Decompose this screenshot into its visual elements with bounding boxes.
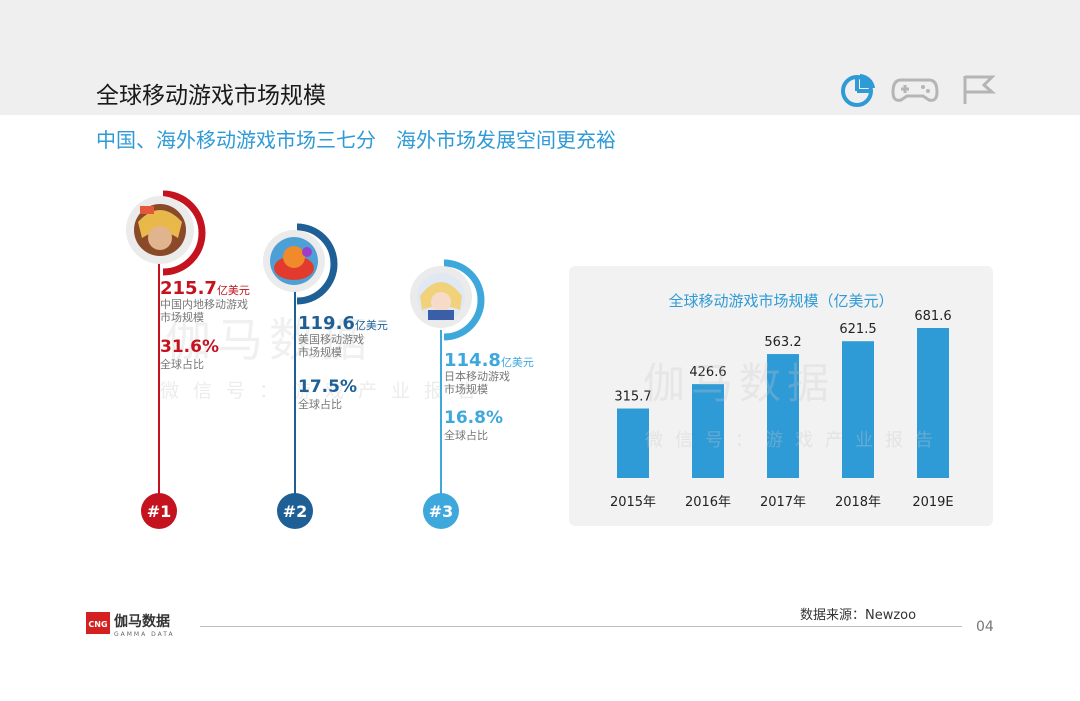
bar-value-label: 315.7 <box>614 390 651 405</box>
chart-title: 全球移动游戏市场规模（亿美元） <box>668 292 894 310</box>
header-band <box>0 0 1080 115</box>
footer-logo: CNG 伽马数据 GAMMA DATA <box>86 612 175 638</box>
logo-text: 伽马数据 <box>114 613 170 630</box>
flag-icon[interactable] <box>958 70 998 110</box>
chart-watermark-text: 伽马数据 <box>643 359 836 408</box>
rank3-share: 16.8% <box>444 408 503 428</box>
rank1-share: 31.6% <box>160 337 219 357</box>
page-title: 全球移动游戏市场规模 <box>96 83 326 109</box>
x-tick-label: 2019E <box>912 495 953 510</box>
page-number: 04 <box>976 619 994 635</box>
x-tick-label: 2018年 <box>835 495 881 510</box>
rank2-unit: 亿美元 <box>354 319 388 332</box>
watermark-subtext: 微信号：游戏产业报告 <box>160 380 491 402</box>
logo-subtext: GAMMA DATA <box>114 631 175 638</box>
footer-divider <box>200 626 962 627</box>
rank3-desc2: 市场规模 <box>444 383 488 396</box>
bar-2017年 <box>767 354 799 478</box>
rank3-desc1: 日本移动游戏 <box>444 370 510 383</box>
rank1-value: 215.7亿美元 <box>160 278 250 299</box>
bar-chart: 315.7 2015年 426.6 2016年 563.2 2017年 621.5 2018年… <box>610 309 954 510</box>
chart-panel: 全球移动游戏市场规模（亿美元） 315.7 2015年 426.6 2016年 563.… <box>569 266 993 526</box>
rank2-share-label: 全球占比 <box>298 398 342 411</box>
rank2-badge: #2 <box>277 493 313 529</box>
rank2-share: 17.5% <box>298 377 357 397</box>
bar-value-label: 563.2 <box>764 335 801 350</box>
rank1-desc2: 市场规模 <box>160 311 204 324</box>
bar-value-label: 621.5 <box>839 322 876 337</box>
rank2-desc2: 市场规模 <box>298 346 342 359</box>
rank3-line <box>440 330 442 496</box>
rank1-badge: #1 <box>141 493 177 529</box>
rank3-value: 114.8亿美元 <box>444 350 534 371</box>
bar-value-label: 681.6 <box>914 309 951 324</box>
bar-2015年 <box>617 408 649 478</box>
watermark-text: 伽马数据 <box>165 313 373 367</box>
logo-badge-text: CNG <box>88 620 107 629</box>
rank2-desc1: 美国移动游戏 <box>298 333 364 346</box>
bar-value-label: 426.6 <box>689 365 726 380</box>
gamepad-icon[interactable] <box>891 70 939 110</box>
x-tick-label: 2015年 <box>610 495 656 510</box>
chart-watermark-subtext: 微信号：游戏产业报告 <box>645 430 945 451</box>
rank1-desc1: 中国内地移动游戏 <box>160 298 248 311</box>
source-note: 数据来源：Newzoo <box>800 608 917 623</box>
rank1-line <box>158 252 160 496</box>
rank1-avatar <box>126 190 206 276</box>
rank3-avatar <box>410 259 485 341</box>
rank2-value: 119.6亿美元 <box>298 313 388 334</box>
bar-2018年 <box>842 341 874 478</box>
x-tick-label: 2016年 <box>685 495 731 510</box>
rank3-unit: 亿美元 <box>500 356 534 369</box>
rank2-line <box>294 290 296 496</box>
bar-2016年 <box>692 384 724 478</box>
rank3-badge: #3 <box>423 493 459 529</box>
rank2-avatar <box>263 223 338 305</box>
pie-chart-icon[interactable] <box>838 70 878 110</box>
rank3-share-label: 全球占比 <box>444 429 488 442</box>
x-tick-label: 2017年 <box>760 495 806 510</box>
bar-2019E <box>917 328 949 478</box>
rank1-unit: 亿美元 <box>216 284 250 297</box>
subtitle: 中国、海外移动游戏市场三七分 海外市场发展空间更充裕 <box>96 128 616 152</box>
rank1-share-label: 全球占比 <box>160 358 204 371</box>
